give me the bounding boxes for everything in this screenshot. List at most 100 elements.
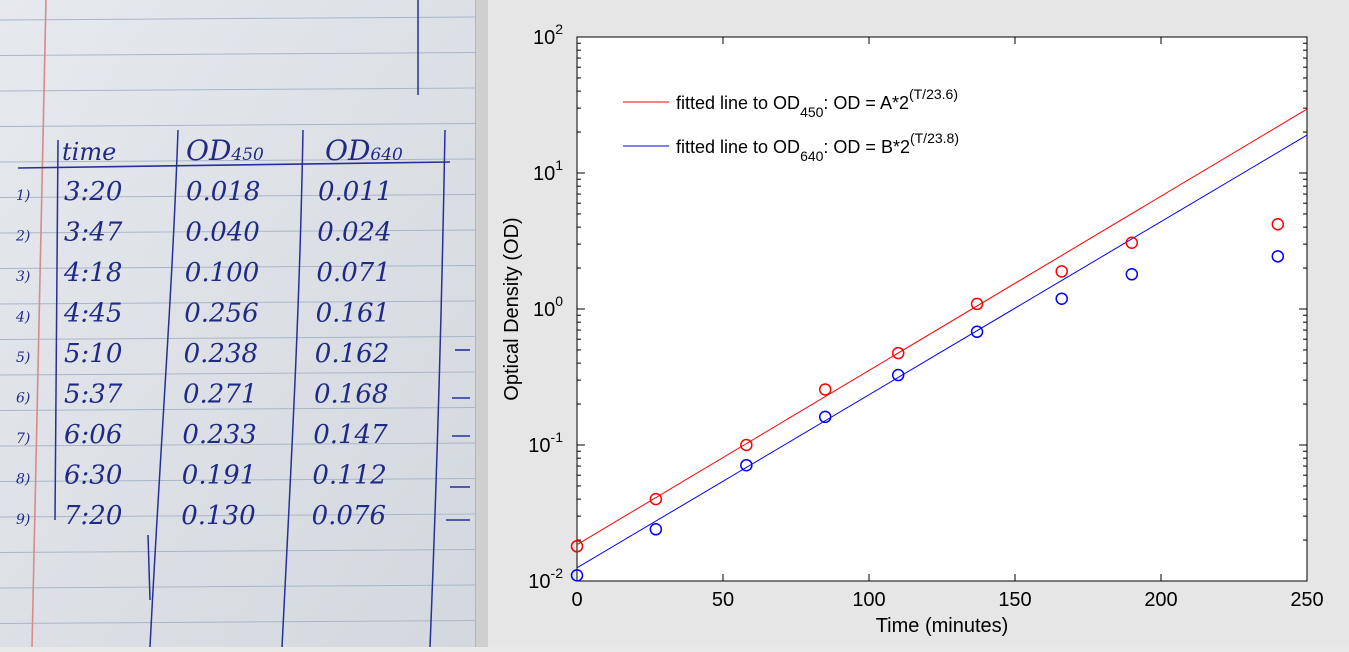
header-time: time xyxy=(62,138,116,166)
axis-ticks xyxy=(576,36,1308,582)
x-tick-label: 150 xyxy=(998,589,1031,611)
chart-panel: 0 50 100 150 200 250 10-2 10-1 100 101 102 fitted… xyxy=(488,0,1349,647)
notebook-row: 3) 4:18 0.100 0.071 xyxy=(16,258,391,288)
legend-label-sup: (T/23.6) xyxy=(909,86,958,102)
x-tick-label: 100 xyxy=(852,589,885,611)
legend-label-sup: (T/23.8) xyxy=(910,130,959,146)
row-number: 8) xyxy=(16,472,30,488)
legend-label-sub: 450 xyxy=(800,104,824,120)
ruled-line xyxy=(0,336,475,340)
header-od640-sub: 640 xyxy=(370,145,403,165)
row-time: 5:37 xyxy=(64,380,123,410)
row-od640: 0.076 xyxy=(312,501,386,531)
fit-line-od450 xyxy=(576,108,1308,546)
row-time: 3:20 xyxy=(64,177,122,207)
row-number: 7) xyxy=(16,431,30,447)
ruled-line xyxy=(0,123,475,127)
row-time: 4:45 xyxy=(63,299,122,329)
row-number: 5) xyxy=(16,350,30,366)
ruled-line xyxy=(0,16,475,21)
row-od640: 0.161 xyxy=(316,299,390,329)
point-od640 xyxy=(1271,250,1285,263)
table-rule xyxy=(149,129,179,647)
svg-text:OD450: OD450 xyxy=(186,134,264,167)
y-tick-label: 102 xyxy=(533,21,563,49)
legend-label-formula: : OD = B*2 xyxy=(823,137,910,157)
ruled-line xyxy=(0,194,475,198)
y-tick-base: 10 xyxy=(533,27,555,49)
x-tick-label: 200 xyxy=(1144,589,1177,611)
row-od450: 0.130 xyxy=(181,501,255,531)
point-od450 xyxy=(740,438,753,452)
point-od640 xyxy=(891,368,905,382)
row-od450: 0.040 xyxy=(185,218,259,248)
ruled-line xyxy=(0,407,475,411)
table-rule xyxy=(429,129,446,647)
svg-text:OD640: OD640 xyxy=(325,134,403,167)
legend-label: fitted line to OD450: OD = A*2(T/23.6) xyxy=(676,86,958,120)
row-od450: 0.256 xyxy=(184,299,258,329)
legend: fitted line to OD450: OD = A*2(T/23.6)fi… xyxy=(623,86,959,164)
row-od640: 0.168 xyxy=(314,380,388,410)
notebook-row: 8) 6:30 0.191 0.112 xyxy=(16,461,387,491)
row-number: 4) xyxy=(15,310,30,326)
margin-ticks xyxy=(446,349,470,521)
margin-line xyxy=(31,0,47,647)
notebook-row: 4) 4:45 0.256 0.161 xyxy=(15,299,390,329)
ruled-line xyxy=(0,87,475,92)
row-od450: 0.191 xyxy=(182,461,256,491)
point-od450 xyxy=(570,540,584,553)
data-points xyxy=(570,217,1285,582)
ruled-line xyxy=(0,549,475,553)
row-od450: 0.018 xyxy=(186,177,260,207)
row-time: 4:18 xyxy=(63,258,122,288)
y-tick-exponent: -2 xyxy=(551,565,564,581)
row-od640: 0.147 xyxy=(313,420,388,450)
legend-label-prefix: fitted line to OD xyxy=(676,93,800,113)
row-number: 6) xyxy=(16,391,30,407)
y-tick-exponent: 2 xyxy=(555,21,563,37)
ruled-line xyxy=(0,300,475,305)
legend-label: fitted line to OD640: OD = B*2(T/23.8) xyxy=(676,130,959,164)
row-od640: 0.162 xyxy=(315,339,389,369)
ruled-line xyxy=(0,513,475,518)
ruled-line xyxy=(0,584,475,589)
ruled-line xyxy=(0,229,475,234)
header-underline xyxy=(17,161,451,169)
point-od640 xyxy=(970,325,984,339)
notebook-row: 5) 5:10 0.238 0.162 xyxy=(16,339,389,369)
row-od640: 0.024 xyxy=(317,218,391,248)
row-time: 7:20 xyxy=(64,501,122,531)
y-tick-label: 10-2 xyxy=(528,565,563,593)
point-od450 xyxy=(1271,217,1285,231)
x-tick-labels: 0 50 100 150 200 250 xyxy=(571,589,1323,611)
plot-area xyxy=(576,36,1308,582)
row-od450: 0.100 xyxy=(185,258,259,288)
notebook-row: 1) 3:20 0.018 0.011 xyxy=(16,177,392,207)
point-od450 xyxy=(1125,236,1139,249)
point-od450 xyxy=(818,383,832,396)
y-tick-exponent: 0 xyxy=(555,293,563,309)
ruled-line xyxy=(0,442,475,447)
ruled-line xyxy=(0,52,475,56)
point-od450 xyxy=(891,346,905,360)
table-rule xyxy=(281,129,304,647)
ruled-line xyxy=(0,371,475,376)
notebook-row: 6) 5:37 0.271 0.168 xyxy=(16,380,388,410)
y-tick-base: 10 xyxy=(528,571,550,593)
arrow-mark xyxy=(147,534,151,601)
y-tick-base: 10 xyxy=(533,299,555,321)
legend-label-formula: : OD = A*2 xyxy=(823,93,909,113)
ruled-line xyxy=(0,478,475,482)
row-time: 6:30 xyxy=(64,461,122,491)
legend-label-prefix: fitted line to OD xyxy=(676,137,800,157)
point-od450 xyxy=(970,297,984,311)
notebook-row: 9) 7:20 0.130 0.076 xyxy=(16,501,386,531)
ruled-line xyxy=(0,265,475,269)
y-tick-label: 100 xyxy=(533,293,563,321)
y-tick-exponent: -1 xyxy=(551,429,564,445)
x-tick-label: 0 xyxy=(571,589,582,611)
row-od640: 0.112 xyxy=(312,461,386,491)
